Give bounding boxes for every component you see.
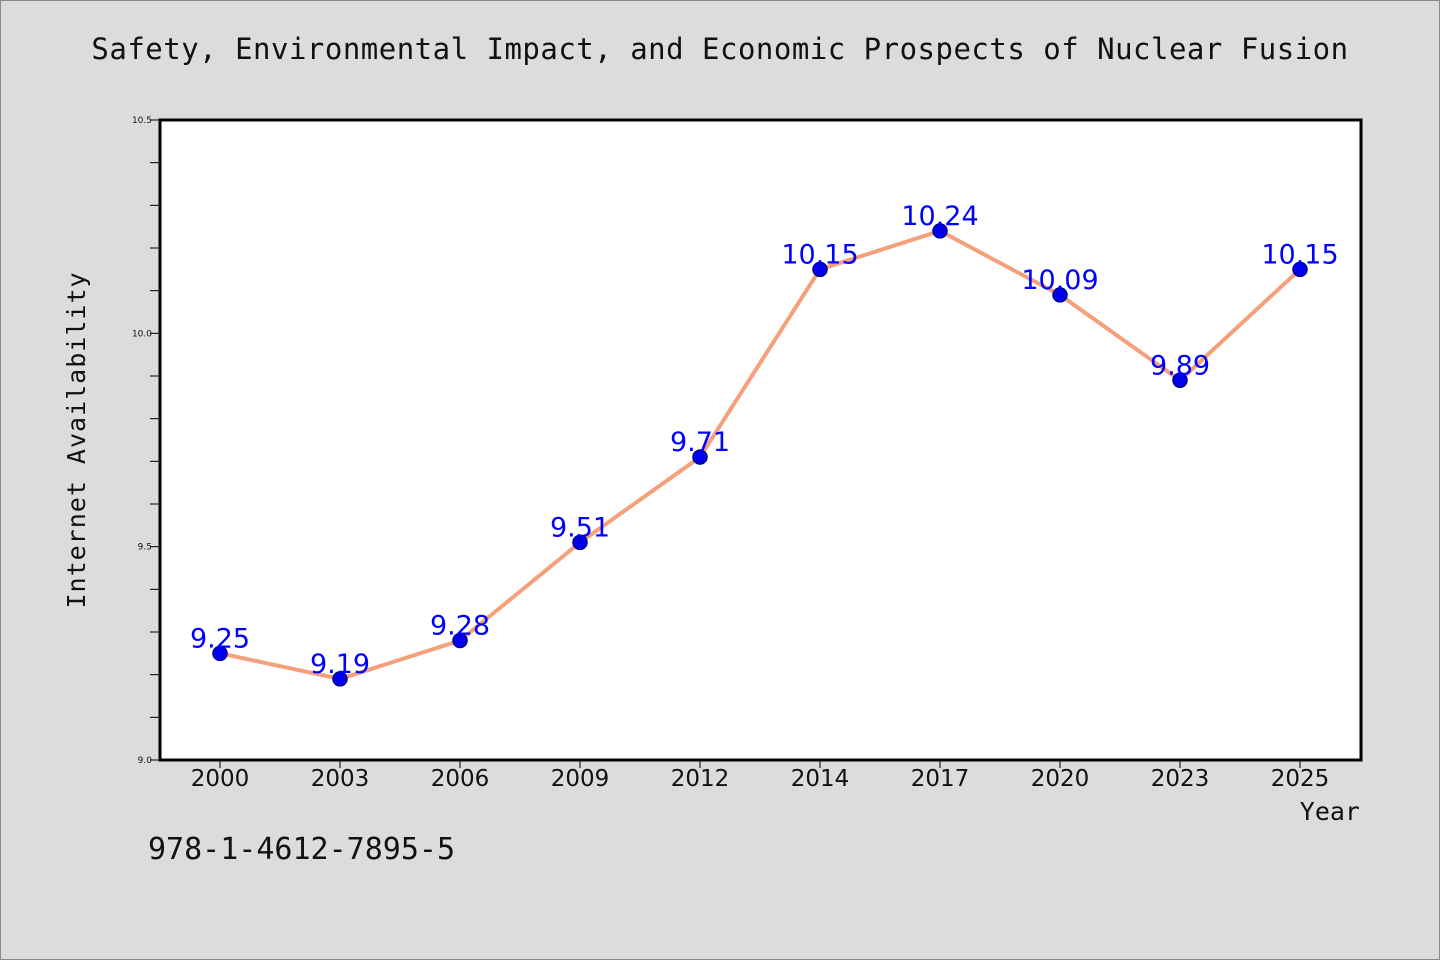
x-tick-label: 2025	[1271, 766, 1330, 792]
y-axis-label: Internet Availability	[62, 271, 91, 608]
data-point-marker	[572, 534, 588, 551]
data-label: 9.25	[190, 623, 250, 654]
x-tick-label: 2012	[671, 766, 730, 792]
series-markers	[212, 223, 1308, 687]
x-tick-label: 2020	[1031, 766, 1090, 792]
x-axis-label: Year	[1300, 797, 1360, 826]
data-label: 9.71	[670, 427, 730, 458]
x-tick-label: 2006	[431, 766, 490, 792]
data-point-marker	[452, 632, 468, 649]
data-point-marker	[332, 671, 348, 687]
x-tick-label: 2003	[311, 766, 370, 792]
y-tick-label: 10.5	[132, 116, 152, 126]
data-label: 10.09	[1021, 265, 1098, 296]
data-label: 9.19	[310, 649, 370, 680]
isbn-annotation: 978-1-4612-7895-5	[148, 832, 456, 867]
data-label: 9.51	[550, 512, 610, 543]
x-axis-ticks: 2000 2003 2006 2009 2012 2014 2017 2020 2023 2025	[191, 760, 1330, 792]
data-point-marker	[812, 261, 828, 278]
data-point-marker	[1052, 287, 1068, 303]
x-tick-label: 2009	[551, 766, 610, 792]
x-tick-label: 2014	[791, 766, 850, 792]
y-tick-label: 9.0	[138, 756, 153, 766]
data-point-marker	[212, 645, 228, 662]
data-point-marker	[932, 223, 948, 239]
data-point-marker	[1172, 372, 1188, 389]
data-label: 10.15	[781, 239, 858, 270]
x-tick-label: 2017	[911, 766, 970, 792]
data-label: 10.15	[1261, 239, 1338, 270]
plot-area	[160, 120, 1361, 760]
data-label: 10.24	[901, 201, 978, 232]
data-point-marker	[692, 449, 708, 465]
y-tick-label: 9.5	[138, 543, 152, 553]
y-axis-ticks: 9.0 9.5 10.0 10.5	[132, 116, 160, 766]
series-line	[218, 228, 1302, 681]
y-tick-label: 10.0	[132, 329, 152, 339]
data-label: 9.28	[430, 611, 490, 642]
plot-frame	[158, 118, 1363, 762]
data-labels: 9.25 9.19 9.28 9.51 9.71 10.15 10.24 10.09 9.89 1…	[190, 201, 1339, 680]
x-tick-label: 2023	[1151, 766, 1210, 792]
data-point-marker	[1292, 261, 1308, 278]
data-label: 9.89	[1150, 350, 1210, 381]
chart-title: Safety, Environmental Impact, and Econom…	[91, 32, 1349, 66]
x-tick-label: 2000	[191, 766, 250, 792]
